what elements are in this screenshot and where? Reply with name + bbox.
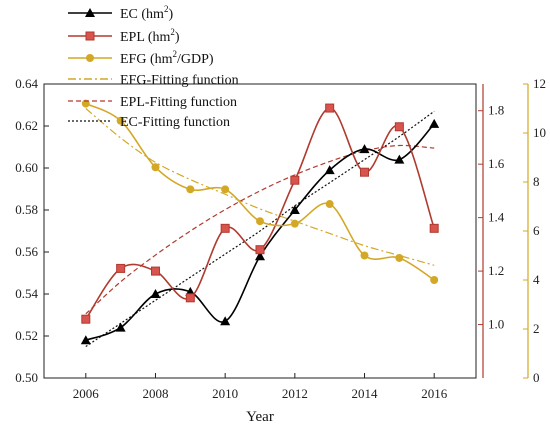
epl-tick-label: 1.4	[488, 210, 505, 225]
series-point-efg	[325, 200, 334, 209]
legend-item-efg-fit: EFG-Fitting function	[68, 73, 239, 88]
x-tick-label: 2008	[142, 386, 168, 401]
left-tick-label: 0.60	[15, 160, 38, 175]
left-tick-label: 0.62	[15, 118, 38, 133]
series-point-epl	[220, 223, 230, 233]
legend-item-epl-fit: EPL-Fitting function	[68, 95, 237, 110]
left-tick-label: 0.54	[15, 286, 38, 301]
data-series	[80, 99, 440, 345]
series-point-efg	[151, 163, 160, 172]
epl-tick-label: 1.6	[488, 156, 505, 171]
epl-tick-label: 1.0	[488, 317, 504, 332]
efg-tick-label: 10	[533, 125, 546, 140]
series-point-efg	[395, 253, 404, 262]
fitting-lines	[85, 108, 435, 348]
fit-line-2	[85, 110, 435, 348]
series-point-efg	[290, 219, 299, 228]
efg-tick-label: 4	[533, 272, 540, 287]
series-point-epl	[185, 293, 195, 303]
series-point-epl	[325, 103, 335, 113]
epl-tick-label: 1.8	[488, 103, 504, 118]
plot-frame	[43, 83, 477, 379]
left-y-axis: 0.50 0.52 0.54 0.56 0.58 0.60 0.62 0.64	[15, 76, 49, 385]
left-tick-label: 0.56	[15, 244, 38, 259]
svg-text:EC-Fitting function: EC-Fitting function	[120, 115, 230, 130]
series-line-0	[85, 123, 435, 341]
x-tick-label: 2014	[352, 386, 379, 401]
epl-y-axis: 1.0 1.2 1.4 1.6 1.8	[478, 84, 505, 378]
series-point-epl	[360, 167, 370, 177]
epl-tick-label: 1.2	[488, 263, 504, 278]
legend-item-epl: EPL (hm2)	[68, 27, 180, 45]
series-point-efg	[116, 116, 125, 125]
efg-tick-label: 0	[533, 370, 540, 385]
series-point-efg	[256, 217, 264, 226]
series-point-ec	[429, 118, 440, 128]
series-point-efg	[360, 251, 369, 260]
fit-line-0	[85, 108, 435, 266]
legend-item-ec: EC (hm2)	[68, 4, 173, 22]
svg-text:EFG (hm2/GDP): EFG (hm2/GDP)	[120, 49, 214, 67]
x-axis: 2006 2008 2010 2012 2014 2016	[73, 373, 448, 401]
left-tick-label: 0.50	[15, 370, 38, 385]
series-point-epl	[116, 263, 126, 273]
svg-text:EC (hm2): EC (hm2)	[120, 4, 173, 22]
series-point-efg	[221, 185, 230, 194]
series-point-ec	[255, 251, 265, 261]
series-line-1	[85, 107, 435, 320]
series-point-ec	[80, 335, 91, 345]
left-tick-label: 0.52	[15, 328, 38, 343]
efg-tick-label: 8	[533, 174, 540, 189]
efg-y-axis: 0 2 4 6 8 10 12	[523, 76, 546, 385]
left-tick-label: 0.64	[15, 76, 38, 91]
legend-item-efg: EFG (hm2/GDP)	[68, 49, 214, 67]
series-point-epl	[81, 314, 91, 324]
series-point-epl	[150, 266, 160, 276]
series-point-ec	[220, 316, 231, 326]
efg-tick-label: 12	[533, 76, 546, 91]
series-point-ec	[150, 289, 161, 298]
series-point-ec	[115, 322, 126, 332]
series-point-epl	[394, 122, 404, 132]
efg-tick-label: 6	[533, 223, 540, 238]
series-point-efg	[186, 185, 195, 194]
efg-tick-label: 2	[533, 321, 540, 336]
series-point-ec	[394, 154, 405, 164]
left-tick-label: 0.58	[15, 202, 38, 217]
legend-item-ec-fit: EC-Fitting function	[68, 115, 230, 130]
x-tick-label: 2016	[421, 386, 448, 401]
svg-text:EFG-Fitting function: EFG-Fitting function	[120, 73, 239, 88]
series-point-ec	[289, 205, 300, 214]
series-point-efg	[430, 276, 439, 284]
x-tick-label: 2012	[282, 386, 308, 401]
series-point-ec	[359, 144, 370, 154]
x-tick-label: 2006	[73, 386, 100, 401]
x-tick-label: 2010	[212, 386, 238, 401]
series-point-ec	[324, 165, 335, 175]
series-point-epl	[429, 223, 439, 233]
x-axis-title: Year	[246, 409, 274, 425]
svg-text:EPL (hm2): EPL (hm2)	[120, 27, 180, 45]
fit-line-1	[85, 144, 435, 315]
series-point-epl	[290, 175, 300, 185]
svg-text:EPL-Fitting function: EPL-Fitting function	[120, 95, 237, 110]
series-point-epl	[255, 245, 265, 255]
legend: EC (hm2) EPL (hm2) EFG (hm2/GDP) EFG-Fit…	[68, 4, 239, 130]
